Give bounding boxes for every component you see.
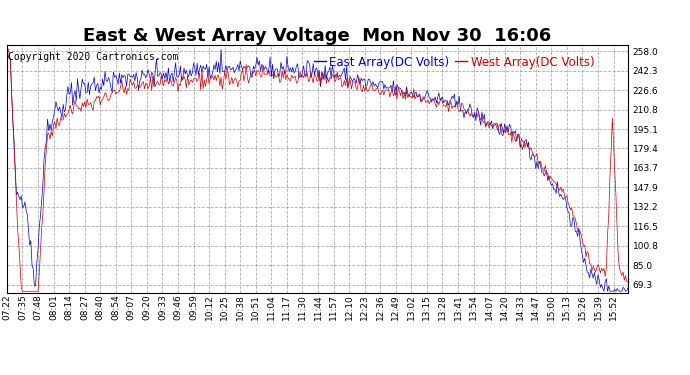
Legend: East Array(DC Volts), West Array(DC Volts): East Array(DC Volts), West Array(DC Volt… xyxy=(309,51,599,74)
Title: East & West Array Voltage  Mon Nov 30  16:06: East & West Array Voltage Mon Nov 30 16:… xyxy=(83,27,551,45)
Text: Copyright 2020 Cartronics.com: Copyright 2020 Cartronics.com xyxy=(8,53,179,62)
